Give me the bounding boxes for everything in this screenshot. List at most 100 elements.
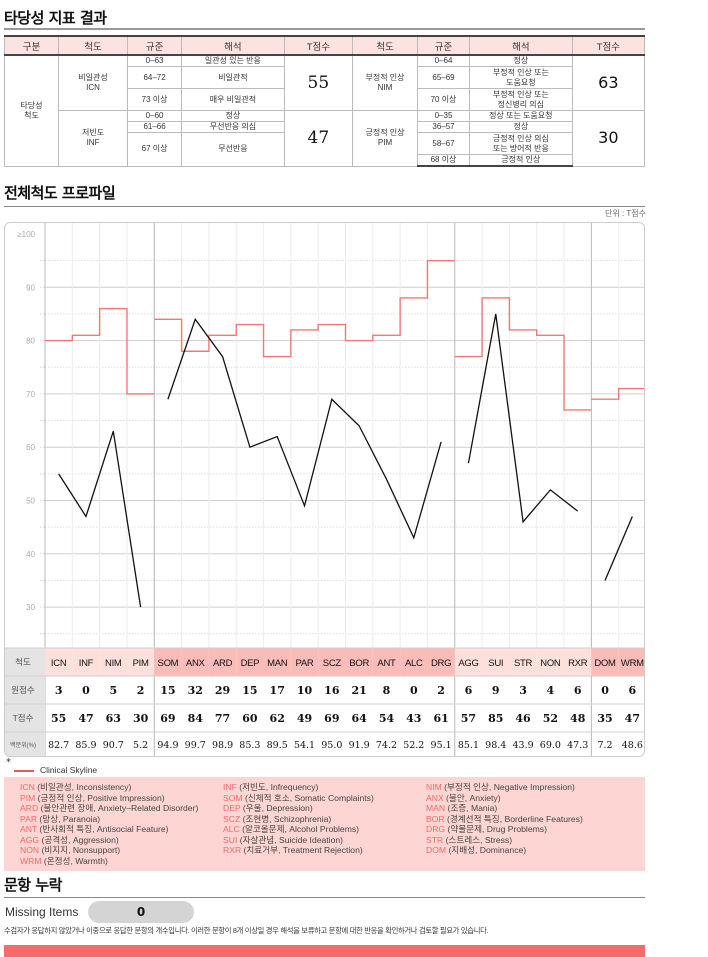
scale-code: RXR (568, 658, 588, 669)
pim-tscore: 30 (571, 110, 646, 167)
score-cell: 61 (433, 712, 448, 725)
scale-header-cell (72, 648, 100, 676)
score-cell: 43.9 (512, 740, 533, 751)
abbreviation-item: INF (저빈도, Infrequency) (223, 782, 374, 793)
score-cell: 52 (543, 712, 558, 725)
nim-interp: 부정적 인상 또는 정신병리 의심 (468, 88, 573, 111)
nim-norm: 65–69 (417, 66, 470, 89)
scale-code: ANX (186, 658, 206, 669)
score-cell: 3 (55, 684, 63, 697)
scale-code: DOM (594, 658, 616, 669)
score-cell: 98.4 (485, 740, 506, 751)
y-axis-tick-label: 90 (26, 283, 35, 292)
row-label: 백분위(%) (10, 741, 36, 749)
header-tscore: T점수 (283, 35, 353, 56)
profile-title-rule (4, 206, 645, 207)
scale-header-cell (263, 648, 291, 676)
abbreviation-code: SCZ (223, 813, 241, 824)
scale-code: NIM (105, 658, 122, 669)
abbreviation-desc: (약물문제, Drug Problems) (445, 824, 547, 834)
score-cell: 89.5 (267, 740, 288, 751)
inf-interp: 정상 (181, 110, 285, 122)
nim-tscore: 63 (571, 54, 646, 111)
score-cell: 46 (515, 712, 531, 725)
abbreviation-code: PAR (20, 813, 38, 824)
score-cell: 47 (78, 712, 93, 725)
scale-code: ANT (377, 658, 396, 669)
scale-code: DRG (431, 658, 451, 669)
scale-icn: 비일관성 ICN (57, 54, 129, 111)
abbreviation-code: AGG (20, 834, 40, 845)
abbreviation-item: AGG (공격성, Aggression) (20, 835, 198, 846)
score-cell: 64 (352, 712, 368, 725)
score-cell: 57 (461, 712, 476, 725)
scale-code: WRM (621, 658, 644, 669)
abbreviation-column-1: ICN (비일관성, Inconsistency) PIM (긍정적 인상, Po… (20, 782, 198, 866)
row-label: 척도 (15, 657, 31, 667)
abbreviation-item: ARD (불안관련 장애, Anxiety–Related Disorder) (20, 803, 198, 814)
abbreviation-legend: ICN (비일관성, Inconsistency) PIM (긍정적 인상, Po… (4, 777, 645, 871)
score-cell: 62 (270, 712, 285, 725)
pim-interp: 긍정적 인상 (468, 154, 573, 167)
header-norm: 규준 (127, 35, 183, 56)
abbreviation-code: MAN (426, 803, 446, 813)
abbreviation-desc: (저빈도, Infrequency) (236, 782, 319, 792)
score-cell: 60 (242, 712, 258, 725)
score-cell: 49 (297, 712, 312, 725)
inf-interp: 무선반응 (181, 132, 285, 167)
abbreviation-desc: (비일관성, Inconsistency) (34, 782, 132, 792)
abbreviation-item: ANT (반사회적 특징, Antisocial Feature) (20, 824, 198, 835)
abbreviation-desc: (치료거부, Treatment Rejection) (241, 845, 363, 855)
validity-section-title: 타당성 지표 결과 (4, 9, 107, 27)
icn-norm: 64–72 (127, 66, 183, 89)
score-cell: 8 (383, 684, 391, 697)
score-cell: 29 (215, 684, 230, 697)
abbreviation-column-3: NIM (부정적 인상, Negative Impression) ANX (불안… (426, 782, 583, 856)
scale-header-cell (154, 648, 182, 676)
skyline-legend-swatch (14, 770, 34, 772)
nim-norm: 70 이상 (417, 88, 470, 111)
scale-code: ARD (213, 658, 233, 669)
score-cell: 84 (188, 712, 204, 725)
score-cell: 6 (574, 684, 582, 697)
score-cell: 6 (465, 684, 473, 697)
scale-code: SUI (488, 658, 503, 669)
score-cell: 10 (297, 684, 313, 697)
score-cell: 48 (570, 712, 586, 725)
abbreviation-desc: (망상, Paranoia) (37, 813, 101, 824)
abbreviation-desc: (알코올문제, Alcohol Problems) (239, 824, 360, 834)
scale-header-cell (509, 648, 537, 676)
score-cell: 85.3 (239, 740, 260, 751)
abbreviation-desc: (신체적 호소, Somatic Complaints) (242, 792, 374, 803)
scale-code: PAR (296, 658, 314, 669)
inf-norm: 0–60 (127, 110, 183, 122)
abbreviation-code: RXR (223, 845, 242, 855)
scale-code: AGG (458, 658, 478, 669)
pim-norm: 36–57 (417, 121, 470, 133)
score-cell: 54 (379, 712, 395, 725)
clinical-skyline-line (591, 387, 644, 400)
score-cell: 5.2 (133, 740, 148, 751)
scale-header-cell (454, 648, 483, 676)
score-cell: 6 (629, 684, 637, 697)
score-cell: 15 (242, 684, 257, 697)
icn-interp: 일관성 있는 반응 (181, 54, 285, 67)
pim-norm: 58–67 (417, 132, 470, 155)
scale-code: MAN (267, 658, 288, 669)
scale-inf: 저빈도 INF (57, 110, 129, 167)
score-cell: 69 (160, 712, 175, 725)
score-cell: 99.7 (185, 740, 206, 751)
score-cell: 7.2 (597, 740, 612, 751)
score-cell: 95.1 (431, 740, 452, 751)
abbreviation-desc: (경계선적 특징, Borderline Features) (444, 813, 583, 824)
abbreviation-desc: (지배성, Dominance) (446, 845, 527, 855)
score-cell: 94.9 (157, 740, 178, 751)
scale-pim: 긍정적 인상 PIM (351, 110, 419, 167)
score-cell: 21 (352, 684, 367, 697)
unit-label: 단위 : T점수 (605, 209, 646, 218)
abbreviation-desc: (부정적 인상, Negative Impression) (441, 782, 575, 792)
icn-interp: 매우 비일관적 (181, 88, 285, 111)
abbreviation-desc: (비지지, Nonsupport) (39, 845, 121, 855)
footer-bar (4, 945, 645, 957)
t-score-line (467, 313, 579, 524)
